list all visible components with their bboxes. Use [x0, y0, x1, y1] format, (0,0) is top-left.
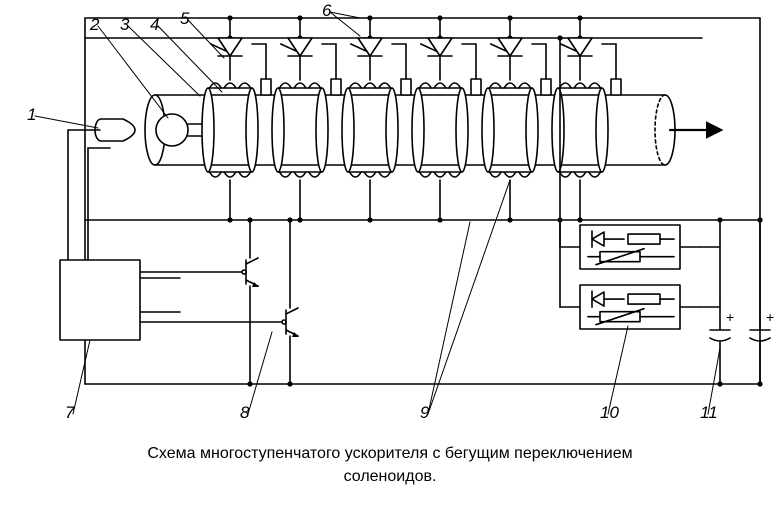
svg-text:8: 8: [240, 403, 250, 422]
svg-text:1: 1: [27, 105, 36, 124]
svg-text:+: +: [726, 309, 734, 325]
caption-line-1: Схема многоступенчатого ускорителя с бег…: [147, 445, 632, 462]
svg-text:3: 3: [120, 15, 130, 34]
svg-text:11: 11: [700, 403, 718, 422]
caption-line-2: соленоидов.: [344, 468, 437, 485]
svg-text:4: 4: [150, 15, 159, 34]
svg-text:+: +: [766, 309, 774, 325]
svg-text:7: 7: [65, 403, 75, 422]
figure-caption: Схема многоступенчатого ускорителя с бег…: [0, 443, 780, 488]
svg-text:6: 6: [322, 1, 332, 20]
svg-text:10: 10: [600, 403, 619, 422]
svg-text:2: 2: [89, 15, 100, 34]
accelerator-schematic: ++1234567891011: [0, 0, 780, 440]
svg-text:5: 5: [180, 9, 190, 28]
